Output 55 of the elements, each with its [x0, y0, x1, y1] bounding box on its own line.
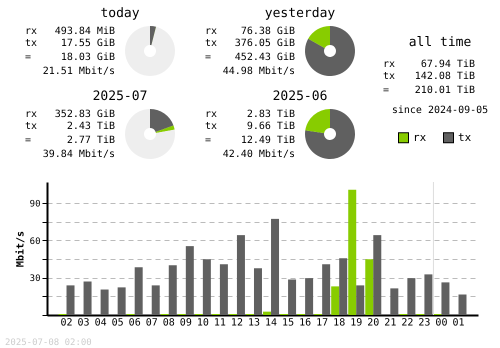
x-tick-label: 18 [333, 318, 346, 328]
x-tick-label: 00 [435, 318, 448, 328]
text: tx 17.55 GiB [25, 38, 115, 49]
x-tick-label: 11 [214, 318, 226, 328]
chart-title: today [100, 6, 140, 21]
text: = 452.43 GiB [205, 52, 295, 63]
text: rx 493.84 MiB [25, 26, 115, 37]
x-tick-label: 14 [265, 318, 278, 328]
text: rx 67.94 TiB [383, 59, 475, 70]
chart-title: yesterday [264, 6, 336, 21]
x-tick-label: 01 [452, 318, 465, 328]
text: 44.98 Mbit/s [222, 66, 295, 77]
text: 21.51 Mbit/s [42, 66, 115, 77]
x-tick-label: 05 [112, 318, 124, 328]
y-tick-label: 90 [30, 200, 40, 210]
text: rx 76.38 GiB [205, 26, 295, 37]
chart-title: 2025-06 [272, 89, 328, 104]
text: tx 142.08 TiB [383, 71, 475, 82]
legend-label: rx [413, 130, 427, 144]
x-tick-label: 04 [94, 318, 107, 328]
y-axis-title: Mbit/s [14, 230, 27, 268]
text: all time [408, 35, 472, 50]
x-tick-label: 09 [180, 318, 192, 328]
x-tick-label: 17 [316, 318, 328, 328]
text: tx 376.05 GiB [205, 38, 295, 49]
x-tick-label: 13 [248, 318, 260, 328]
legend-label: tx [458, 130, 472, 144]
text: = 12.49 TiB [205, 135, 295, 146]
text: 39.84 Mbit/s [42, 149, 115, 160]
x-tick-label: 03 [78, 318, 90, 328]
text: = 18.03 GiB [25, 52, 115, 63]
x-tick-label: 02 [60, 318, 73, 328]
x-tick-label: 16 [299, 318, 312, 328]
x-tick-label: 07 [146, 318, 158, 328]
x-tick-label: 06 [128, 318, 141, 328]
text: since 2024-09-05 [392, 105, 488, 116]
text: tx 9.66 TiB [205, 121, 295, 132]
text: = 2.77 TiB [25, 135, 115, 146]
text: tx 2.43 TiB [25, 121, 115, 132]
x-tick-label: 23 [418, 318, 430, 328]
text: rx 352.83 GiB [25, 109, 115, 120]
x-tick-label: 12 [230, 318, 243, 328]
x-tick-label: 20 [367, 318, 380, 328]
x-tick-label: 08 [162, 318, 175, 328]
text: 42.40 Mbit/s [222, 149, 295, 160]
text: rx 2.83 TiB [205, 109, 295, 120]
x-tick-label: 15 [282, 318, 294, 328]
x-tick-label: 22 [401, 318, 414, 328]
chart-title: 2025-07 [92, 89, 148, 104]
x-tick-label: 19 [350, 318, 362, 328]
x-tick-label: 10 [196, 318, 209, 328]
y-tick-label: 30 [30, 274, 40, 284]
text: = 210.01 TiB [383, 85, 475, 96]
x-tick-label: 21 [384, 318, 396, 328]
y-tick-label: 60 [30, 236, 40, 247]
